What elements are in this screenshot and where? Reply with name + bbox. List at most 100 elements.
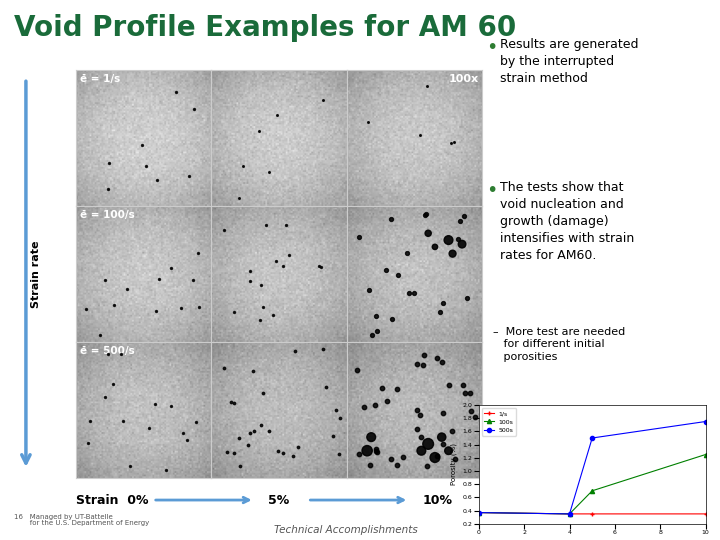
Point (370, 447, 382, 455)
Point (411, 360, 423, 368)
Point (244, 277, 256, 286)
Point (330, 406, 342, 415)
Point (258, 303, 269, 312)
Point (255, 281, 266, 290)
Point (84, 416, 96, 425)
Point (238, 162, 249, 171)
Point (415, 433, 427, 442)
Point (443, 447, 454, 455)
Point (278, 261, 289, 270)
Point (436, 358, 447, 367)
Point (366, 330, 377, 339)
Point (421, 462, 433, 470)
Point (380, 266, 392, 275)
Line: 1/s: 1/s (477, 510, 708, 516)
Point (371, 327, 382, 335)
Point (366, 433, 377, 442)
Text: Results are generated
by the interrupted
strain method: Results are generated by the interrupted… (500, 38, 639, 85)
Point (445, 138, 456, 147)
Point (420, 210, 431, 218)
Point (453, 234, 464, 243)
Point (392, 271, 404, 280)
Point (115, 350, 127, 359)
Point (457, 381, 469, 390)
Point (431, 354, 443, 362)
Point (233, 194, 245, 202)
Point (166, 264, 177, 272)
Point (233, 434, 245, 443)
Point (102, 185, 113, 194)
Text: 5%: 5% (269, 494, 289, 507)
Point (151, 176, 163, 184)
Point (364, 460, 376, 469)
100s (565, 511, 574, 517)
Point (466, 407, 477, 416)
1/s (474, 509, 483, 516)
100s (588, 488, 597, 494)
Point (175, 303, 186, 312)
Point (190, 418, 202, 427)
Point (228, 399, 240, 408)
Point (386, 215, 397, 224)
Point (271, 256, 282, 265)
Point (446, 427, 458, 436)
Point (423, 440, 434, 448)
Point (149, 399, 161, 408)
Point (281, 221, 292, 230)
Point (429, 242, 441, 251)
Point (124, 462, 135, 470)
Point (376, 383, 387, 392)
Point (454, 217, 466, 225)
Point (284, 251, 295, 260)
Point (104, 159, 115, 167)
Point (258, 389, 269, 397)
Text: The tests show that
void nucleation and
growth (damage)
intensifies with strain
: The tests show that void nucleation and … (500, 181, 634, 262)
Text: Technical Accomplishments: Technical Accomplishments (274, 524, 418, 535)
Point (449, 455, 461, 463)
500s (474, 509, 483, 516)
Text: •: • (486, 181, 498, 200)
Point (313, 261, 325, 270)
Text: Strain  0%: Strain 0% (76, 494, 148, 507)
Point (391, 384, 402, 393)
Point (415, 447, 427, 455)
Text: ė̇ = 100/s: ė̇ = 100/s (80, 210, 135, 220)
Point (261, 221, 272, 230)
Point (403, 289, 415, 298)
Point (315, 263, 327, 272)
Point (268, 310, 279, 319)
Point (153, 275, 165, 284)
Point (245, 267, 256, 275)
Point (320, 383, 332, 391)
Point (253, 126, 265, 135)
Point (189, 105, 200, 113)
Point (448, 137, 459, 146)
Point (183, 172, 194, 181)
Point (94, 330, 106, 339)
Text: •: • (486, 38, 498, 57)
Line: 100s: 100s (477, 453, 708, 516)
Point (392, 461, 403, 469)
Point (107, 380, 119, 389)
Point (318, 345, 329, 354)
Point (369, 401, 380, 410)
Point (229, 308, 240, 316)
Point (181, 435, 193, 444)
Point (423, 229, 434, 238)
1/s (565, 511, 574, 517)
Point (99, 275, 111, 284)
Point (397, 453, 408, 461)
Point (225, 397, 237, 406)
Point (264, 168, 275, 177)
Point (456, 240, 468, 248)
Point (429, 453, 441, 462)
Point (150, 307, 161, 315)
Point (165, 402, 176, 410)
Legend: 1/s, 100s, 500s: 1/s, 100s, 500s (482, 408, 516, 435)
Point (385, 454, 397, 463)
Point (255, 315, 266, 324)
Point (99, 393, 111, 402)
Point (438, 408, 449, 417)
Point (192, 249, 204, 258)
Point (434, 308, 446, 316)
